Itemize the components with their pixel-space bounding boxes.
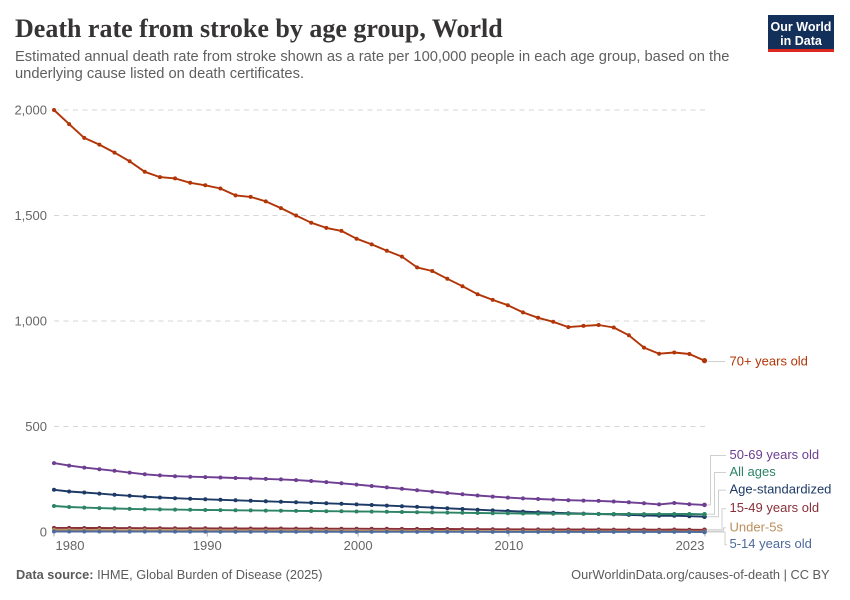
svg-text:50-69 years old: 50-69 years old (730, 447, 820, 462)
svg-text:Under-5s: Under-5s (730, 519, 784, 534)
svg-text:70+ years old: 70+ years old (730, 353, 808, 368)
svg-text:2010: 2010 (494, 538, 523, 553)
svg-text:5-14 years old: 5-14 years old (730, 536, 812, 551)
svg-text:All ages: All ages (730, 464, 777, 479)
svg-text:2023: 2023 (676, 538, 705, 553)
svg-text:0: 0 (40, 524, 47, 539)
svg-text:1,000: 1,000 (14, 313, 47, 328)
svg-text:2000: 2000 (344, 538, 373, 553)
svg-text:1990: 1990 (193, 538, 222, 553)
svg-text:500: 500 (25, 419, 47, 434)
svg-text:15-49 years old: 15-49 years old (730, 500, 820, 515)
svg-text:2,000: 2,000 (14, 102, 47, 117)
svg-text:1980: 1980 (56, 538, 85, 553)
svg-text:Age-standardized: Age-standardized (730, 482, 832, 497)
svg-text:1,500: 1,500 (14, 208, 47, 223)
